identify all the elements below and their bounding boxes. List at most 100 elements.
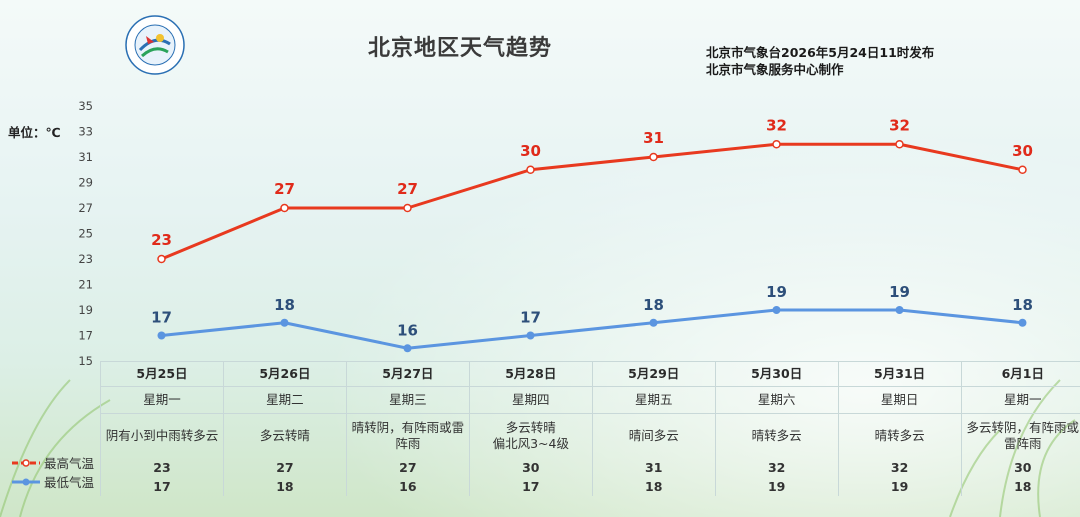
data-label-high: 23 [151, 231, 172, 249]
data-label-high: 27 [274, 180, 295, 198]
data-label-high: 32 [766, 116, 787, 134]
data-label-low: 17 [520, 309, 541, 327]
weather-cell: 晴转多云 [837, 413, 962, 458]
legend-low-label: 最低气温 [44, 475, 95, 490]
weekday-cell: 星期三 [345, 386, 470, 414]
data-label-high: 32 [889, 116, 910, 134]
data-label-low: 18 [643, 296, 664, 314]
high-temp-cell: 32 [714, 458, 839, 477]
forecast-table: 5月25日 5月26日 5月27日 5月28日 5月29日 5月30日 5月31日 6月1日 … [100, 361, 1080, 496]
y-tick-label: 29 [78, 176, 93, 190]
y-tick-label: 23 [78, 252, 93, 266]
point-low [157, 331, 166, 340]
weekday-cell: 星期四 [468, 386, 593, 414]
series-line-high [160, 142, 1023, 261]
meteorological-service-logo-icon [125, 15, 185, 75]
legend-high-line-icon [12, 458, 40, 467]
data-label-low: 17 [151, 309, 172, 327]
y-tick-label: 17 [78, 329, 93, 343]
low-temp-cell: 19 [837, 477, 962, 496]
weekday-row: 星期一 星期二 星期三 星期四 星期五 星期六 星期日 星期一 [100, 386, 1080, 414]
legend-high-label: 最高气温 [44, 456, 95, 471]
unit-label: 单位：℃ [8, 125, 61, 140]
point-high [526, 165, 535, 174]
weather-cell: 多云转晴 偏北风3~4级 [468, 413, 593, 458]
low-temp-cell: 17 [100, 477, 224, 496]
date-cell: 5月29日 [591, 361, 716, 387]
point-low [280, 318, 289, 327]
high-temp-cell: 27 [222, 458, 347, 477]
data-label-low: 18 [1012, 296, 1033, 314]
high-temp-cell: 30 [960, 458, 1080, 477]
date-cell: 5月26日 [222, 361, 347, 387]
weather-cell: 晴转阴，有阵雨或雷阵雨 [345, 413, 470, 458]
weather-row: 阴有小到中雨转多云 多云转晴 晴转阴，有阵雨或雷阵雨 多云转晴 偏北风3~4级 晴间多云晴… [100, 413, 1080, 458]
high-temp-cell: 30 [468, 458, 593, 477]
date-row: 5月25日 5月26日 5月27日 5月28日 5月29日 5月30日 5月31日 6月1日 [100, 361, 1080, 387]
weather-cell: 阴有小到中雨转多云 [100, 413, 224, 458]
weather-cell: 晴转多云 [714, 413, 839, 458]
weather-cell: 多云转晴 [222, 413, 347, 458]
y-tick-label: 35 [78, 99, 93, 113]
date-cell: 6月1日 [960, 361, 1080, 387]
weather-cell: 晴间多云 [591, 413, 716, 458]
data-label-low: 18 [274, 296, 295, 314]
data-label-low: 16 [397, 321, 418, 339]
y-tick-label: 31 [78, 150, 93, 164]
weekday-cell: 星期二 [222, 386, 347, 414]
publish-line-1: 北京市气象台2026年5月24日11时发布 [706, 45, 935, 60]
y-tick-label: 15 [78, 354, 93, 368]
y-tick-label: 21 [78, 278, 93, 292]
weekday-cell: 星期五 [591, 386, 716, 414]
y-tick-label: 27 [78, 201, 93, 215]
low-temp-cell: 18 [591, 477, 716, 496]
low-temp-cell: 18 [222, 477, 347, 496]
data-label-high: 30 [520, 142, 541, 160]
page-title: 北京地区天气趋势 [367, 36, 552, 61]
point-high [1018, 165, 1027, 174]
low-temp-cell: 17 [468, 477, 593, 496]
weekday-cell: 星期一 [100, 386, 224, 414]
y-tick-label: 25 [78, 227, 93, 241]
weekday-cell: 星期日 [837, 386, 962, 414]
date-cell: 5月28日 [468, 361, 593, 387]
legend-low-line-icon [12, 478, 40, 485]
publish-info: 北京市气象台2026年5月24日11时发布 北京市气象服务中心制作 [706, 44, 934, 78]
point-high [772, 140, 781, 149]
low-temp-cell: 16 [345, 477, 470, 496]
data-label-high: 31 [643, 129, 664, 147]
data-label-high: 30 [1012, 142, 1033, 160]
point-high [895, 140, 904, 149]
data-label-low: 19 [766, 283, 787, 301]
point-low [772, 306, 781, 314]
y-tick-label: 19 [78, 303, 93, 317]
weather-cell: 多云转阴，有阵雨或雷阵雨 [960, 413, 1080, 458]
weekday-cell: 星期六 [714, 386, 839, 414]
point-low [526, 331, 535, 340]
publish-line-2: 北京市气象服务中心制作 [706, 62, 844, 77]
data-label-high: 27 [397, 180, 418, 198]
date-cell: 5月31日 [837, 361, 962, 387]
low-temp-cell: 19 [714, 477, 839, 496]
point-low [895, 306, 904, 314]
series-line-low [161, 308, 1023, 350]
point-high [403, 203, 412, 213]
point-high [157, 254, 166, 264]
point-high [280, 203, 289, 213]
date-cell: 5月25日 [100, 361, 224, 387]
data-label-low: 19 [889, 283, 910, 301]
high-temp-cell: 27 [345, 458, 470, 477]
low-temp-cell: 18 [960, 477, 1080, 496]
point-low [1018, 318, 1027, 327]
high-temp-cell: 32 [837, 458, 962, 477]
legend-high: 最高气温 [12, 453, 94, 472]
low-temp-row: 17 18 16 17 18 19 19 18 [100, 477, 1080, 496]
y-tick-label: 33 [78, 125, 93, 139]
date-cell: 5月27日 [345, 361, 470, 387]
legend-low: 最低气温 [12, 472, 94, 491]
weekday-cell: 星期一 [960, 386, 1080, 414]
date-cell: 5月30日 [714, 361, 839, 387]
point-low [403, 344, 412, 353]
point-low [649, 318, 658, 327]
